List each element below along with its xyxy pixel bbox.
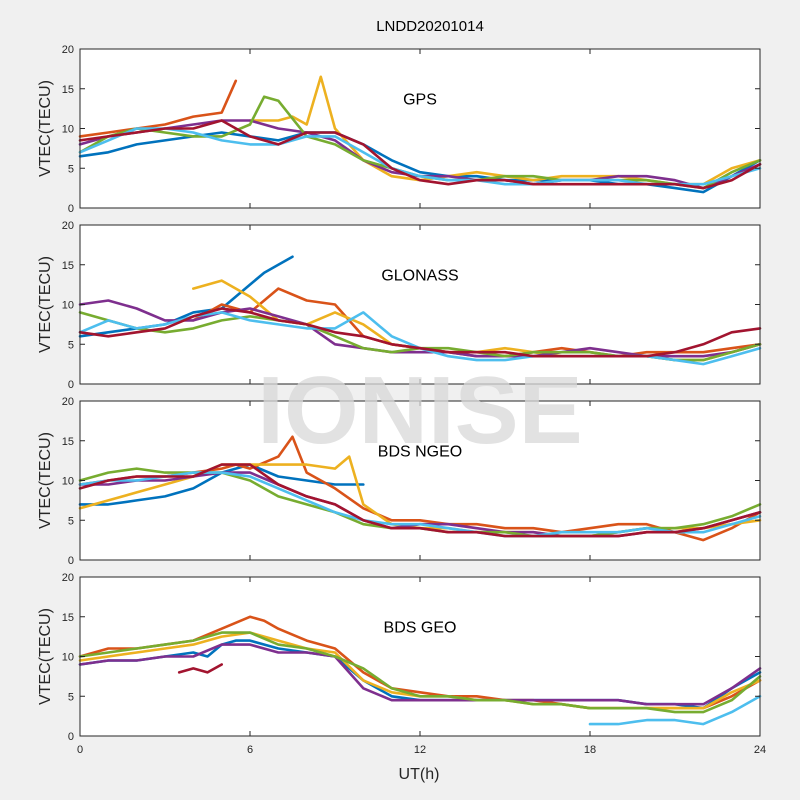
y-tick-label: 5 [68,163,74,175]
y-tick-label: 5 [68,515,74,527]
series-line-2 [78,79,238,138]
panel-annotation: BDS NGEO [378,444,462,461]
series-line-7 [78,463,762,538]
figure-title: LNDD20201014 [376,18,484,35]
y-axis-label: VTEC(TECU) [37,432,54,529]
series-line-7 [78,307,762,358]
y-tick-label: 5 [68,691,74,703]
subplot-gps: 0 5 10 15 20 VTEC(TECU) GPS [37,44,762,215]
y-tick-label: 20 [62,572,74,584]
x-tick-label: 12 [414,744,426,756]
panel-annotation: GPS [403,92,437,109]
series-line-6 [78,471,762,538]
watermark: IONISE [257,357,582,464]
y-tick-label: 20 [62,44,74,56]
x-axis-label: UT(h) [399,766,440,783]
y-tick-label: 20 [62,396,74,408]
y-tick-label: 0 [68,731,74,743]
subplot-glonass: 0 5 10 15 20 VTEC(TECU) GLONASS [37,220,762,391]
y-tick-label: 10 [62,124,74,136]
y-tick-label: 5 [68,339,74,351]
series-line-4 [78,643,762,706]
subplot-bds-geo: 0 5 10 15 20 0 6 12 18 24 VTEC(TECU) BDS GEO [37,572,766,756]
panel-annotation: GLONASS [381,268,458,285]
series-line-7 [177,663,223,674]
x-tick-label: 6 [247,744,253,756]
y-tick-label: 0 [68,555,74,567]
y-tick-label: 15 [62,84,74,96]
y-tick-label: 15 [62,260,74,272]
y-tick-label: 15 [62,612,74,624]
y-tick-label: 15 [62,436,74,448]
series-line-7 [78,119,762,190]
y-axis-label: VTEC(TECU) [37,80,54,177]
x-tick-label: 24 [754,744,766,756]
subplots: 0 5 10 15 20 VTEC(TECU) GPS 0 5 10 15 20 VTEC(TECU) G… [37,44,766,756]
series-line-6 [588,694,762,726]
y-axis-label: VTEC(TECU) [37,608,54,705]
y-tick-label: 10 [62,300,74,312]
y-tick-label: 20 [62,220,74,232]
y-tick-label: 10 [62,476,74,488]
y-axis-label: VTEC(TECU) [37,256,54,353]
y-tick-label: 10 [62,652,74,664]
subplot-bds-ngeo: 0 5 10 15 20 VTEC(TECU) BDS NGEO [37,396,762,567]
series-line-5 [78,631,762,714]
y-tick-label: 0 [68,203,74,215]
x-tick-label: 0 [77,744,83,756]
x-tick-label: 18 [584,744,596,756]
y-tick-label: 0 [68,379,74,391]
panel-annotation: BDS GEO [384,620,457,637]
